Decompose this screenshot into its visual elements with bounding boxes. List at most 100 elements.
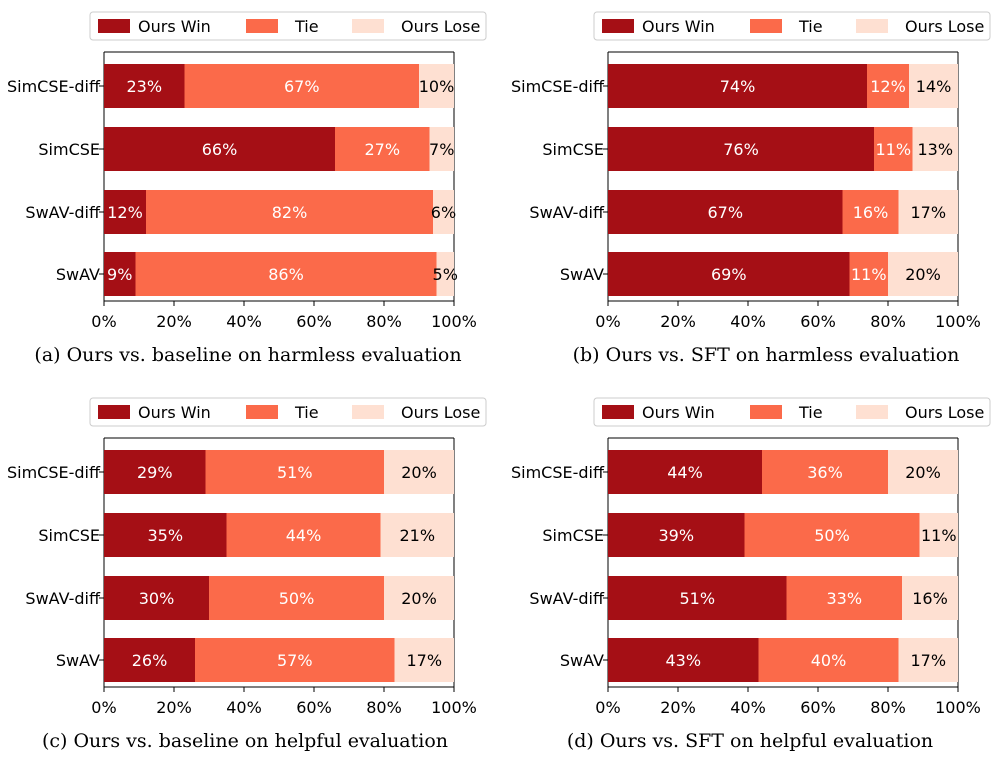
y-tick-label: SwAV-diff: [529, 203, 605, 222]
y-tick-label: SwAV: [56, 651, 100, 670]
x-tick-label: 60%: [296, 698, 332, 717]
bar-swav-tie: [195, 638, 395, 682]
bar-value-label: 17%: [910, 651, 946, 670]
bar-simcse-diff-tie: [762, 450, 888, 494]
legend-label: Ours Lose: [401, 17, 480, 36]
chart-panel-a: Ours Win Tie Ours Lose 23% 67% 10% SimCSE-diff…: [7, 11, 487, 366]
bar-value-label: 67%: [284, 77, 320, 96]
bar-value-label: 12%: [870, 77, 906, 96]
bar-value-label: 43%: [665, 651, 701, 670]
bar-value-label: 23%: [126, 77, 162, 96]
y-tick-label: SimCSE: [542, 140, 604, 159]
bar-simcse-ours-win: [104, 513, 227, 557]
bar-simcse-diff-ours-lose: [909, 64, 958, 108]
bar-value-label: 11%: [921, 526, 957, 545]
legend-swatch-ours-lose: [352, 405, 384, 419]
bar-value-label: 9%: [107, 265, 132, 284]
bar-simcse-ours-win: [608, 513, 745, 557]
bar-swav-ours-win: [608, 252, 850, 296]
bar-value-label: 33%: [826, 589, 862, 608]
bar-swav-diff-tie: [786, 576, 902, 620]
bar-value-label: 21%: [399, 526, 435, 545]
bar-value-label: 86%: [268, 265, 304, 284]
bar-value-label: 30%: [139, 589, 175, 608]
x-tick-label: 60%: [800, 312, 836, 331]
bar-simcse-diff-ours-lose: [888, 450, 958, 494]
legend-swatch-ours-win: [98, 19, 130, 33]
y-tick-label: SimCSE-diff: [511, 77, 605, 96]
bar-value-label: 16%: [912, 589, 948, 608]
bar-swav-ours-lose: [394, 638, 454, 682]
y-tick-label: SwAV-diff: [529, 589, 605, 608]
bar-value-label: 57%: [277, 651, 313, 670]
bar-value-label: 50%: [814, 526, 850, 545]
bar-simcse-diff-tie: [205, 450, 384, 494]
legend-box: [593, 397, 991, 427]
bar-simcse-ours-lose: [912, 127, 958, 171]
x-tick-label: 20%: [660, 698, 696, 717]
bar-simcse-diff-ours-lose: [419, 64, 454, 108]
y-tick-label: SwAV: [56, 265, 100, 284]
bar-value-label: 12%: [107, 203, 143, 222]
y-tick-label: SwAV-diff: [25, 203, 101, 222]
x-tick-label: 100%: [935, 312, 981, 331]
chart-panel-d: Ours Win Tie Ours Lose 44% 36% 20% SimCSE-diff…: [511, 397, 991, 752]
legend-label: Ours Lose: [401, 403, 480, 422]
x-tick-label: 0%: [595, 312, 620, 331]
bar-simcse-diff-ours-lose: [384, 450, 454, 494]
legend-swatch-tie: [750, 19, 782, 33]
legend-swatch-ours-lose: [352, 19, 384, 33]
bar-simcse-diff-ours-win: [104, 64, 185, 108]
legend-label: Ours Win: [642, 403, 715, 422]
bar-value-label: 10%: [419, 77, 455, 96]
legend-label: Tie: [798, 17, 823, 36]
legend-label: Tie: [798, 403, 823, 422]
legend-label: Tie: [294, 403, 319, 422]
y-tick-label: SwAV-diff: [25, 589, 101, 608]
bar-value-label: 20%: [905, 265, 941, 284]
bar-swav-diff-tie: [209, 576, 384, 620]
bar-simcse-tie: [744, 513, 920, 557]
bar-value-label: 66%: [202, 140, 238, 159]
bar-value-label: 39%: [658, 526, 694, 545]
legend-label: Ours Win: [138, 403, 211, 422]
bar-value-label: 35%: [147, 526, 183, 545]
bar-simcse-ours-lose: [919, 513, 958, 557]
bar-swav-ours-win: [104, 638, 195, 682]
legend-label: Ours Lose: [905, 403, 984, 422]
bar-value-label: 14%: [916, 77, 952, 96]
bar-simcse-ours-win: [608, 127, 874, 171]
bar-simcse-diff-ours-win: [608, 64, 867, 108]
y-tick-label: SimCSE-diff: [7, 77, 101, 96]
legend-box: [89, 397, 487, 427]
bar-value-label: 82%: [272, 203, 308, 222]
bar-swav-ours-lose: [888, 252, 958, 296]
bar-value-label: 20%: [401, 463, 437, 482]
bar-swav-diff-tie: [146, 190, 433, 234]
bar-swav-diff-ours-lose: [902, 576, 958, 620]
bar-swav-diff-ours-win: [104, 576, 209, 620]
bar-value-label: 51%: [277, 463, 313, 482]
bar-value-label: 11%: [851, 265, 887, 284]
bar-swav-tie: [135, 252, 437, 296]
bar-simcse-ours-win: [104, 127, 335, 171]
bar-simcse-ours-lose: [429, 127, 454, 171]
legend-swatch-ours-win: [98, 405, 130, 419]
bar-simcse-tie: [226, 513, 381, 557]
panel-caption: (d) Ours vs. SFT on helpful evaluation: [567, 730, 933, 752]
bar-value-label: 50%: [279, 589, 315, 608]
bar-simcse-diff-tie: [867, 64, 909, 108]
legend-box: [89, 11, 487, 41]
bar-simcse-diff-ours-win: [104, 450, 206, 494]
x-tick-label: 40%: [730, 312, 766, 331]
legend-box: [593, 11, 991, 41]
bar-swav-ours-win: [104, 252, 136, 296]
bar-swav-diff-ours-win: [104, 190, 146, 234]
x-tick-label: 100%: [431, 312, 477, 331]
bar-value-label: 74%: [720, 77, 756, 96]
bar-value-label: 36%: [807, 463, 843, 482]
bar-swav-diff-ours-win: [608, 190, 843, 234]
x-tick-label: 40%: [730, 698, 766, 717]
bar-simcse-ours-lose: [380, 513, 454, 557]
panel-caption: (a) Ours vs. baseline on harmless evalua…: [34, 344, 461, 366]
